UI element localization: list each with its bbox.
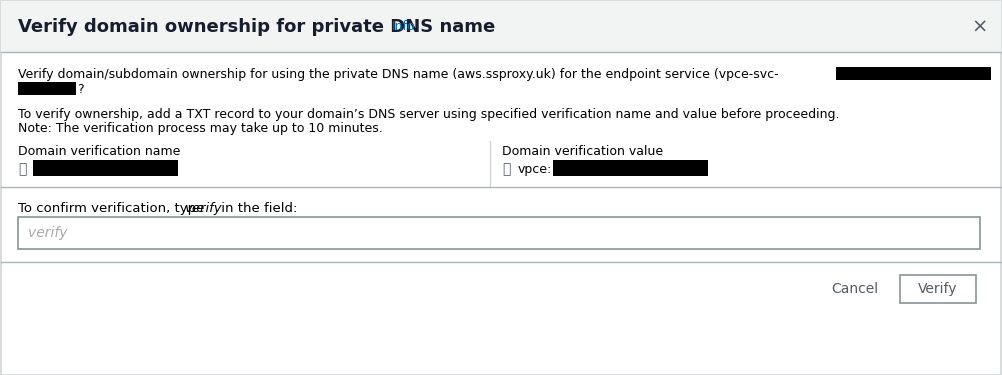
Text: To verify ownership, add a TXT record to your domain’s DNS server using specifie: To verify ownership, add a TXT record to…: [18, 108, 840, 121]
Text: ?: ?: [77, 83, 83, 96]
Text: verify: verify: [183, 202, 221, 215]
Text: ×: ×: [972, 18, 988, 36]
Text: Note: The verification process may take up to 10 minutes.: Note: The verification process may take …: [18, 122, 383, 135]
Text: in the field:: in the field:: [216, 202, 298, 215]
Text: Verify: Verify: [918, 282, 958, 296]
Text: Domain verification name: Domain verification name: [18, 145, 180, 158]
Text: Verify domain/subdomain ownership for using the private DNS name (aws.ssproxy.uk: Verify domain/subdomain ownership for us…: [18, 68, 779, 81]
Text: Domain verification value: Domain verification value: [502, 145, 663, 158]
Text: ⧉: ⧉: [502, 162, 510, 176]
Bar: [836, 67, 991, 80]
Text: To confirm verification, type: To confirm verification, type: [18, 202, 208, 215]
Text: Verify domain ownership for private DNS name: Verify domain ownership for private DNS …: [18, 18, 495, 36]
Text: Cancel: Cancel: [832, 282, 879, 296]
Bar: [33, 160, 178, 176]
Bar: [18, 217, 980, 249]
Bar: [553, 160, 708, 176]
Bar: [900, 275, 976, 303]
Text: ⧉: ⧉: [18, 162, 26, 176]
Bar: [18, 82, 76, 95]
Text: Info: Info: [392, 21, 416, 33]
Text: verify: verify: [28, 226, 67, 240]
Bar: [0, 0, 1002, 53]
Text: vpce:: vpce:: [518, 163, 552, 176]
